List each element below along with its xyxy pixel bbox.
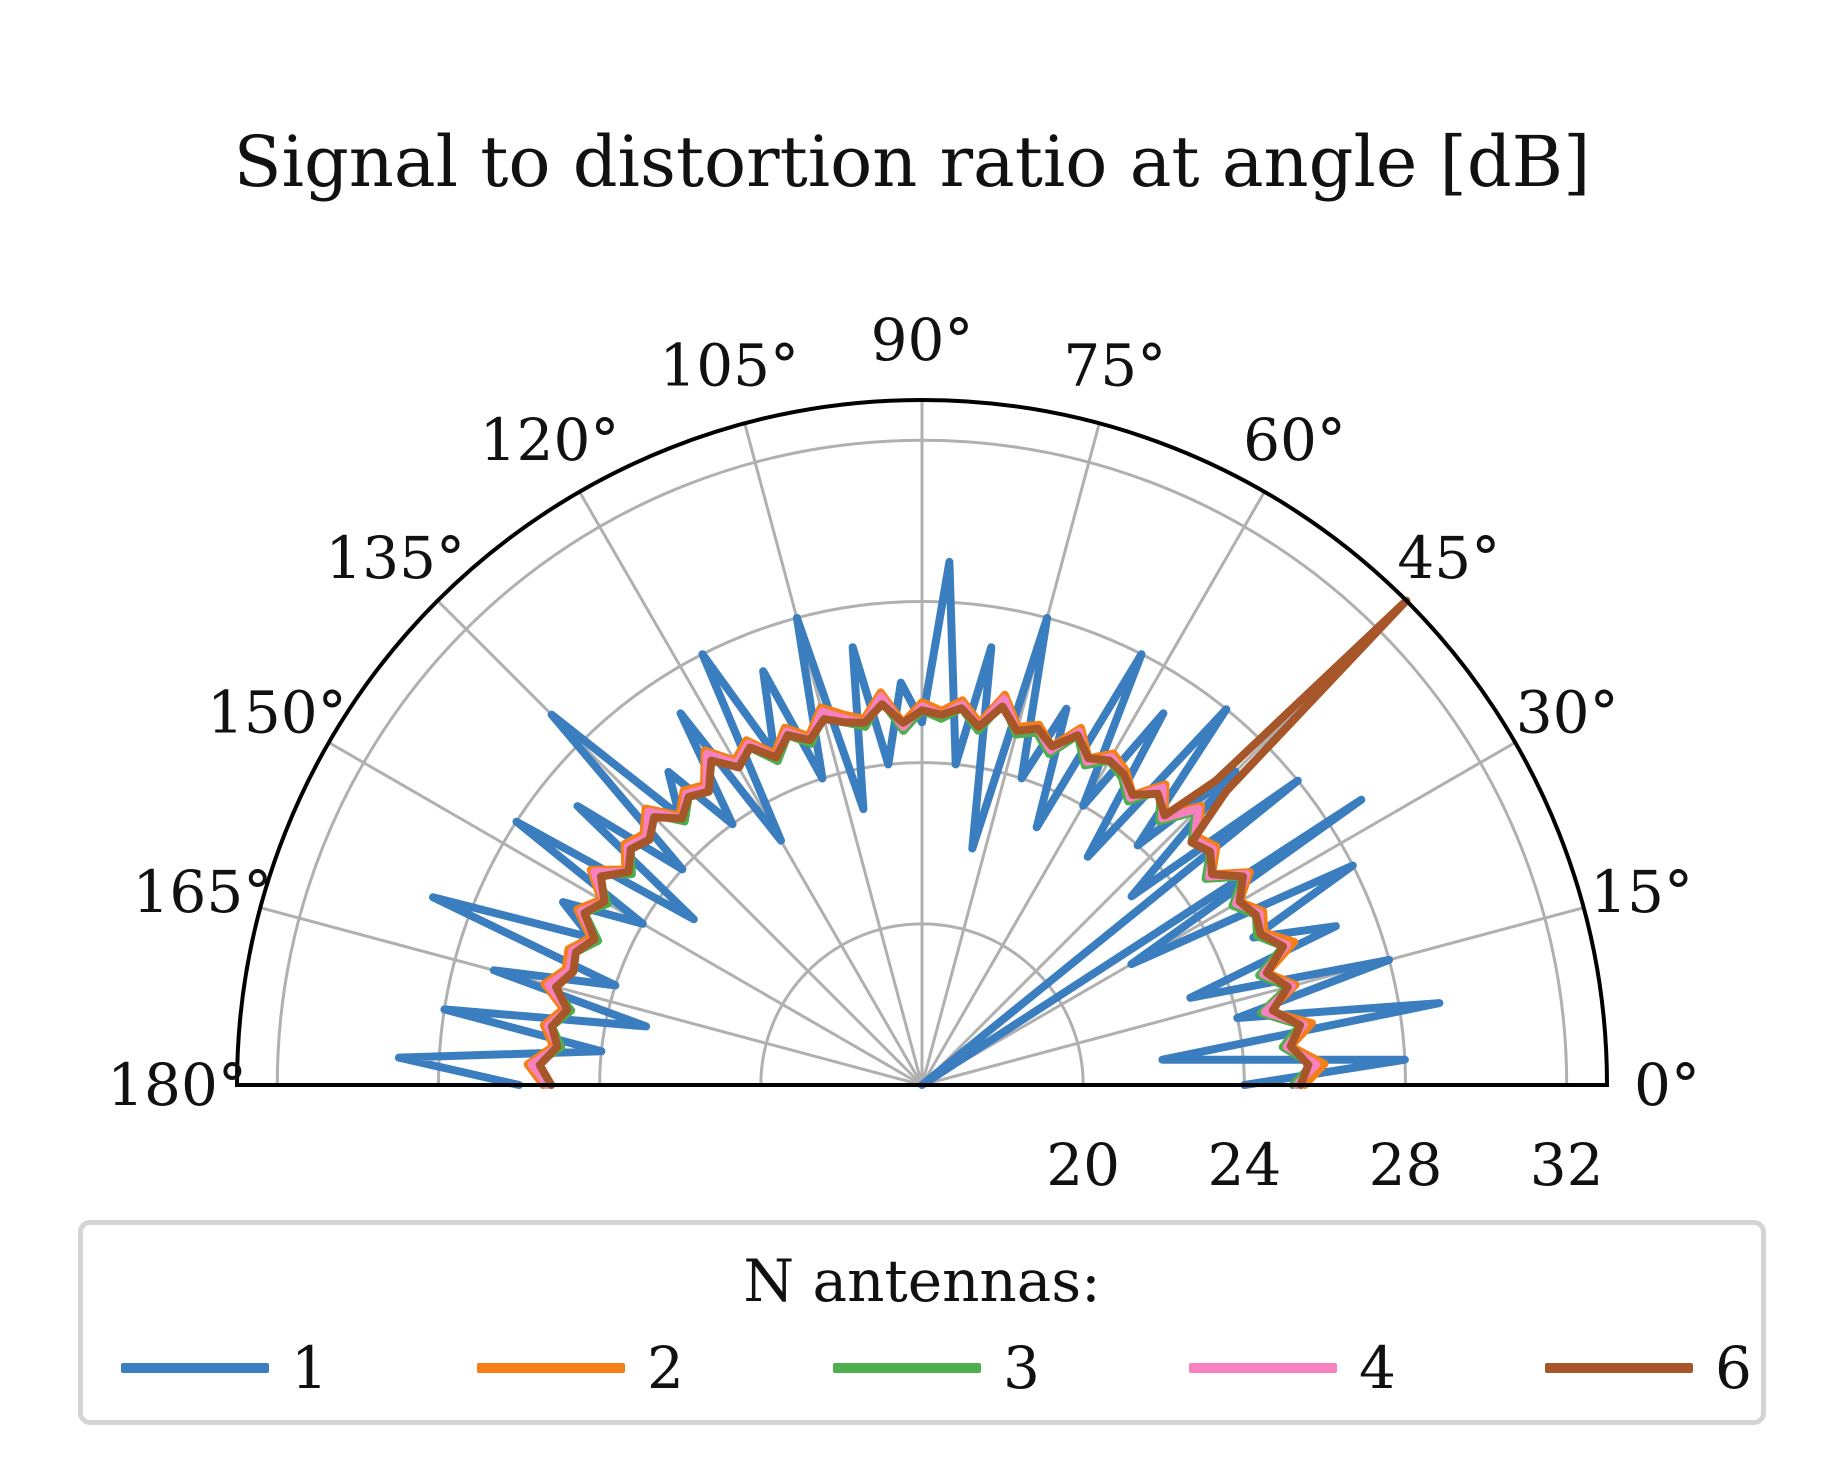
legend-label: 4 — [1359, 1334, 1396, 1402]
grid-spoke — [920, 422, 1101, 1086]
legend-swatch — [1545, 1363, 1693, 1373]
polar-grid — [259, 400, 1585, 1087]
polar-frame — [234, 398, 1610, 1087]
radial-tick-labels: 20 24 28 32 — [1046, 1131, 1603, 1199]
legend-swatch — [477, 1363, 625, 1373]
grid-spoke — [921, 741, 1516, 1087]
legend-entry-3: 3 — [813, 1333, 1153, 1403]
legend-entry-4: 4 — [1169, 1333, 1509, 1403]
legend-entry-2: 2 — [457, 1333, 797, 1403]
radial-tick-label: 24 — [1207, 1131, 1281, 1199]
angle-tick-label: 180° — [107, 1051, 247, 1119]
radial-tick-label: 32 — [1530, 1131, 1604, 1199]
grid-spoke — [259, 906, 923, 1087]
grid-ring — [436, 600, 1408, 1086]
angle-tick-label: 60° — [1243, 406, 1346, 474]
legend-swatch — [121, 1363, 269, 1373]
legend-entry-1: 1 — [101, 1333, 441, 1403]
angle-tick-label: 120° — [480, 406, 620, 474]
chart-title: Signal to distortion ratio at angle [dB] — [234, 121, 1591, 203]
grid-spoke — [578, 491, 924, 1086]
legend-label: 3 — [1003, 1334, 1040, 1402]
angle-tick-labels: 0° 15° 30° 45° 60° 75° 90° 105° 120°135° 150° 165°… — [107, 306, 1700, 1119]
angle-tick-label: 135° — [325, 524, 465, 592]
angle-tick-label: 15° — [1590, 858, 1693, 926]
angle-tick-label: 150° — [207, 679, 347, 747]
angle-tick-label: 0° — [1634, 1051, 1700, 1119]
legend-label: 2 — [647, 1334, 684, 1402]
grid-ring — [759, 922, 1085, 1086]
grid-spoke — [436, 599, 924, 1087]
grid-spoke — [743, 422, 924, 1086]
angle-tick-label: 45° — [1397, 524, 1500, 592]
radial-tick-label: 28 — [1369, 1131, 1443, 1199]
angle-tick-label: 75° — [1063, 331, 1166, 399]
radial-tick-label: 20 — [1046, 1131, 1120, 1199]
grid-spoke — [921, 906, 1585, 1087]
legend: N antennas: 1 2 3 4 6 — [78, 1220, 1766, 1425]
series-line-6 — [535, 596, 1411, 1089]
legend-swatch — [833, 1363, 981, 1373]
angle-tick-label: 165° — [133, 858, 273, 926]
angle-tick-label: 105° — [659, 331, 799, 399]
polar-outline — [234, 398, 1610, 1087]
legend-swatch — [1189, 1363, 1337, 1373]
angle-tick-label: 30° — [1516, 679, 1619, 747]
series-line-1 — [394, 557, 1444, 1089]
legend-label: 6 — [1715, 1334, 1752, 1402]
legend-title: N antennas: — [743, 1247, 1101, 1315]
series-layer — [394, 557, 1444, 1089]
legend-label: 1 — [291, 1334, 328, 1402]
legend-entry-6: 6 — [1525, 1333, 1824, 1403]
angle-tick-label: 90° — [871, 306, 974, 374]
grid-ring — [275, 438, 1569, 1086]
